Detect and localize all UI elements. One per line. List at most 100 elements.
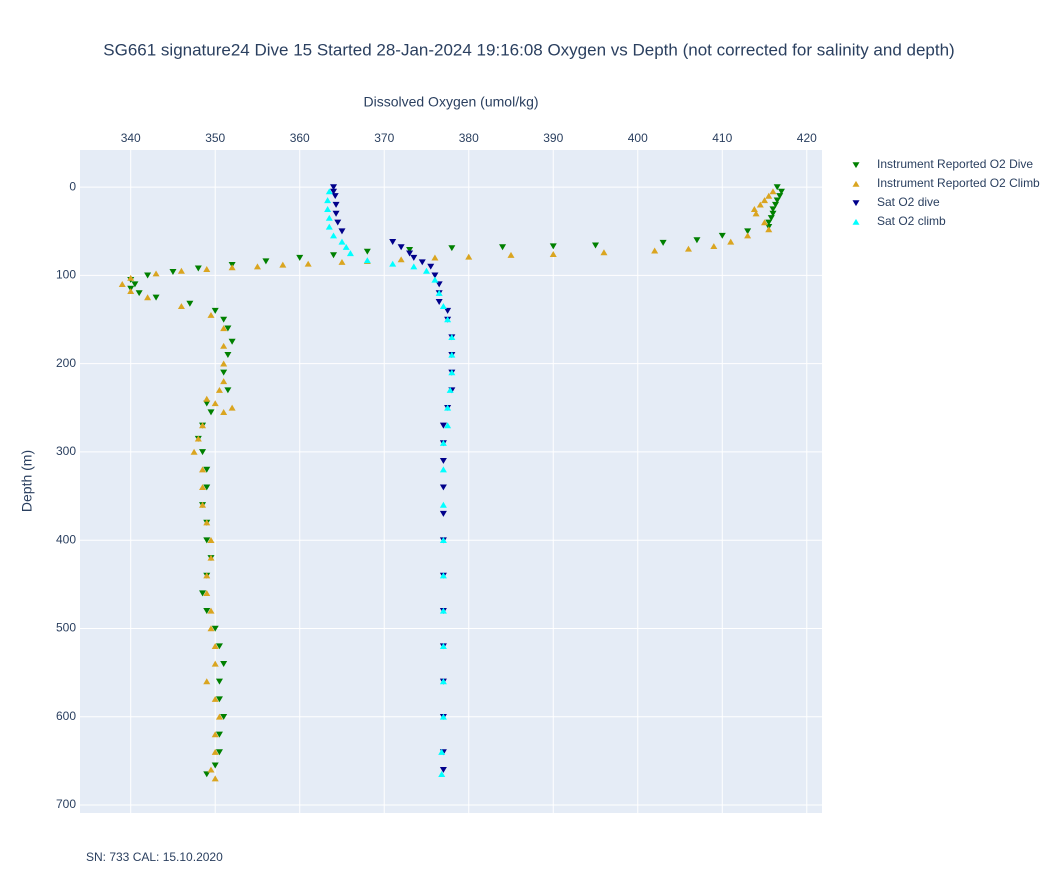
marker xyxy=(422,267,430,274)
marker xyxy=(211,307,219,314)
marker xyxy=(444,422,452,429)
y-tick-label: 0 xyxy=(69,179,76,193)
marker xyxy=(761,197,769,204)
marker xyxy=(211,660,219,667)
legend-label: Instrument Reported O2 Climb xyxy=(877,176,1040,190)
marker xyxy=(549,243,557,250)
marker xyxy=(127,274,135,281)
marker xyxy=(438,748,446,755)
marker xyxy=(431,254,439,261)
marker xyxy=(304,260,312,267)
marker xyxy=(499,244,507,251)
marker xyxy=(406,246,414,253)
marker xyxy=(769,210,777,217)
marker xyxy=(220,369,228,376)
marker xyxy=(211,762,219,769)
legend-label: Sat O2 dive xyxy=(877,195,940,209)
marker xyxy=(439,537,447,544)
marker xyxy=(592,242,600,249)
plot-area xyxy=(80,150,822,813)
marker xyxy=(448,245,456,252)
marker xyxy=(448,334,456,340)
marker xyxy=(203,395,211,402)
legend-marker xyxy=(852,180,860,187)
marker xyxy=(199,466,207,473)
marker xyxy=(220,325,228,332)
y-tick-label: 400 xyxy=(56,532,76,546)
marker xyxy=(435,281,443,288)
x-tick-label: 410 xyxy=(712,131,732,145)
marker xyxy=(659,239,667,246)
y-tick-label: 100 xyxy=(56,268,76,282)
marker xyxy=(203,484,211,491)
marker xyxy=(439,484,447,491)
marker xyxy=(439,303,447,310)
grid: 340 350 360 370 380 390 400 410 420 0 100 200 300 400… xyxy=(56,131,822,813)
marker xyxy=(773,184,781,191)
marker xyxy=(203,266,211,272)
y-tick-label: 500 xyxy=(56,621,76,635)
marker xyxy=(324,197,332,204)
marker xyxy=(765,192,773,199)
legend-label: Sat O2 climb xyxy=(877,214,946,228)
marker xyxy=(776,193,784,200)
legend-label: Instrument Reported O2 Dive xyxy=(877,157,1033,171)
marker xyxy=(651,247,659,254)
marker xyxy=(203,590,211,596)
marker xyxy=(710,243,718,250)
marker xyxy=(152,294,160,301)
y-tick-label: 300 xyxy=(56,444,76,458)
marker xyxy=(448,369,456,376)
marker xyxy=(220,409,228,415)
marker xyxy=(203,537,211,544)
legend: Instrument Reported O2 Dive Instrument Re… xyxy=(852,157,1040,228)
marker xyxy=(444,404,452,411)
marker xyxy=(325,223,333,230)
marker xyxy=(253,263,261,270)
marker xyxy=(220,713,228,720)
marker xyxy=(177,267,185,274)
marker xyxy=(331,193,339,200)
marker xyxy=(199,590,207,597)
annotation: SN: 733 CAL: 15.10.2020 xyxy=(86,850,223,864)
marker xyxy=(207,311,215,318)
marker xyxy=(207,554,215,561)
legend-marker xyxy=(852,200,860,207)
marker xyxy=(228,338,236,345)
marker xyxy=(330,232,338,239)
marker xyxy=(224,325,232,332)
marker xyxy=(330,184,338,191)
marker xyxy=(397,256,405,263)
marker xyxy=(397,244,405,251)
x-tick-label: 350 xyxy=(205,131,225,145)
marker xyxy=(215,678,223,685)
marker xyxy=(203,771,211,778)
marker xyxy=(199,422,207,429)
marker xyxy=(296,254,304,261)
marker xyxy=(220,378,228,385)
marker xyxy=(446,386,454,393)
marker xyxy=(220,316,228,323)
marker xyxy=(338,238,346,245)
marker xyxy=(507,251,515,258)
y-axis-title: Depth (m) xyxy=(19,450,35,512)
y-tick-label: 200 xyxy=(56,356,76,370)
marker xyxy=(190,448,198,455)
marker xyxy=(330,252,338,259)
marker xyxy=(439,422,447,429)
marker xyxy=(693,237,701,244)
marker xyxy=(224,352,232,358)
marker xyxy=(439,439,447,446)
marker xyxy=(600,249,608,256)
marker xyxy=(211,625,219,632)
marker xyxy=(144,272,152,279)
marker xyxy=(761,219,769,226)
marker xyxy=(211,775,219,782)
marker xyxy=(224,387,232,394)
marker xyxy=(330,188,338,195)
x-tick-label: 340 xyxy=(121,131,141,145)
marker xyxy=(203,678,211,685)
marker xyxy=(194,265,202,272)
marker xyxy=(169,269,177,275)
marker xyxy=(207,625,215,632)
